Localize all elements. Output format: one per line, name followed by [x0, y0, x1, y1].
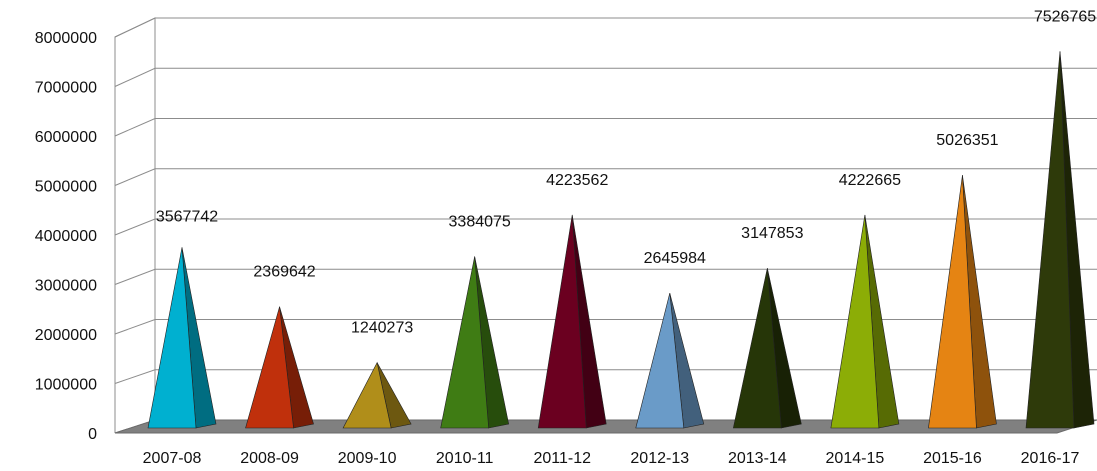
bar-front-face [732, 268, 782, 429]
bar-2007-08 [147, 247, 217, 429]
gridlines [114, 17, 1097, 434]
bar-front-face [1025, 51, 1075, 429]
data-label: 4222665 [839, 172, 901, 189]
bar-2016-17 [1025, 51, 1095, 429]
data-label: 3567742 [156, 208, 218, 225]
x-tick-label: 2008-09 [240, 450, 299, 467]
left-wall [114, 17, 156, 433]
data-label: 2645984 [644, 250, 706, 267]
bar-2015-16 [928, 175, 997, 429]
data-label: 5026351 [936, 132, 998, 149]
bar-2014-15 [830, 214, 900, 429]
gridline [114, 118, 1097, 137]
gridline [114, 319, 1097, 335]
y-axis-ticks: 0 1000000 2000000 3000000 4000000 5000000 6000… [35, 30, 97, 443]
bar-front-face [440, 256, 489, 429]
y-tick-label: 0 [88, 426, 97, 443]
x-tick-label: 2014-15 [826, 450, 885, 467]
bar-front-face [830, 214, 880, 429]
data-label: 4223562 [546, 172, 608, 189]
bar-front-face [342, 361, 392, 429]
x-tick-label: 2011-12 [533, 450, 591, 467]
bar-front-face [245, 306, 294, 429]
y-tick-label: 3000000 [35, 278, 97, 295]
y-tick-label: 7000000 [35, 80, 97, 97]
gridline [114, 67, 1097, 87]
y-tick-label: 6000000 [35, 129, 97, 146]
data-label: 2369642 [253, 264, 315, 281]
x-tick-label: 2012-13 [630, 450, 689, 467]
gridline [114, 17, 1097, 38]
data-label: 3147853 [741, 225, 803, 242]
data-labels: 3567742 2369642 1240273 3384075 4223562 26459… [156, 8, 1096, 336]
bar-2008-09 [245, 306, 314, 429]
x-tick-label: 2010-11 [436, 450, 494, 467]
data-label: 1240273 [351, 320, 413, 337]
bar-front-face [928, 175, 977, 429]
data-label: 7526765 [1034, 8, 1096, 25]
gridline [114, 218, 1097, 236]
y-tick-label: 2000000 [35, 327, 97, 344]
x-tick-label: 2013-14 [728, 450, 787, 467]
bar-2009-10 [342, 361, 412, 429]
y-tick-label: 8000000 [35, 30, 97, 47]
gridline [114, 268, 1097, 285]
y-tick-label: 5000000 [35, 179, 97, 196]
bar-front-face [537, 214, 587, 429]
y-tick-label: 4000000 [35, 228, 97, 245]
bar-2012-13 [635, 292, 705, 429]
bar-front-face [635, 292, 685, 429]
bar-series [147, 51, 1095, 429]
chart-walls [114, 17, 156, 433]
bar-front-face [147, 247, 197, 429]
gridline [114, 168, 1097, 186]
x-tick-label: 2009-10 [338, 450, 397, 467]
data-label: 3384075 [449, 213, 511, 230]
x-tick-label: 2007-08 [143, 450, 202, 467]
bar-2013-14 [732, 268, 802, 429]
x-tick-label: 2015-16 [923, 450, 982, 467]
y-tick-label: 1000000 [35, 377, 97, 394]
bar-2011-12 [537, 214, 607, 429]
x-tick-label: 2016-17 [1021, 450, 1080, 467]
x-axis-ticks: 2007-08 2008-09 2009-10 2010-11 2011-12 2012-… [143, 450, 1080, 467]
bar-2010-11 [440, 256, 510, 429]
